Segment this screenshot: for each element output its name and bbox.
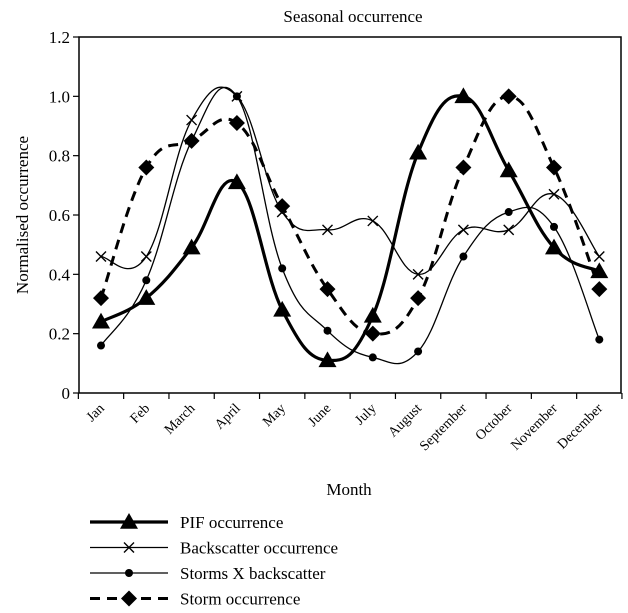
data-point [274, 198, 291, 215]
data-point [503, 224, 515, 236]
data-point [500, 88, 517, 105]
data-point [278, 264, 287, 273]
data-point [142, 276, 151, 285]
data-point [227, 173, 246, 190]
x-tick-label: March [162, 401, 198, 437]
legend-marker [123, 542, 135, 553]
series-line [99, 94, 601, 336]
legend-marker [120, 513, 138, 529]
series-layer [92, 86, 609, 368]
y-axis-label: Normalised occurrence [13, 136, 32, 294]
data-point [499, 161, 518, 178]
legend: PIF occurrence Backscatter occurrence Stor… [90, 513, 338, 609]
y-tick-label: 0.4 [49, 265, 71, 284]
data-point [454, 87, 473, 104]
x-axis-label: Month [326, 480, 372, 499]
data-point [412, 268, 424, 280]
y-tick-label: 1.2 [49, 28, 70, 47]
y-axis: 0 0.2 0.4 0.6 0.8 1.0 1.2 [49, 28, 79, 403]
data-point [548, 188, 560, 200]
legend-label: Storms X backscatter [180, 564, 326, 583]
legend-label: Storm occurrence [180, 590, 300, 609]
data-point [367, 215, 379, 227]
legend-marker [125, 569, 133, 577]
y-tick-label: 0.6 [49, 206, 70, 225]
data-point [504, 208, 513, 217]
data-point [95, 251, 107, 263]
data-point [550, 222, 558, 231]
x-tick-label: Jan [84, 401, 108, 425]
series-line [100, 94, 601, 363]
y-tick-label: 0.8 [49, 147, 70, 166]
legend-item: Storm occurrence [90, 590, 300, 609]
data-point [455, 159, 472, 176]
series-line [100, 86, 600, 275]
data-point [322, 224, 333, 236]
plot-frame [78, 36, 622, 394]
series-3 [93, 88, 608, 342]
data-point [93, 290, 109, 307]
data-point [368, 353, 377, 362]
x-tick-label: June [306, 401, 335, 430]
data-point [457, 224, 469, 236]
data-point [92, 312, 110, 329]
data-point [138, 159, 155, 176]
data-point [97, 341, 105, 350]
series-2 [97, 86, 604, 365]
data-point [182, 238, 201, 255]
y-tick-label: 0 [62, 384, 71, 403]
legend-label: Backscatter occurrence [180, 539, 338, 558]
x-axis: Jan Feb March April May June July AugustSeptemb… [77, 393, 623, 454]
legend-item: Backscatter occurrence [90, 539, 338, 558]
data-point [186, 114, 198, 126]
data-point [363, 306, 382, 323]
y-tick-label: 1.0 [49, 87, 70, 106]
data-point [409, 143, 428, 160]
legend-label: PIF occurrence [180, 513, 283, 532]
series-0 [92, 87, 609, 368]
data-point [319, 281, 336, 298]
data-point [140, 251, 152, 263]
data-point [137, 289, 156, 305]
data-point [459, 252, 468, 261]
x-tick-label: Feb [128, 401, 153, 426]
data-point [414, 347, 423, 356]
chart-title: Seasonal occurrence [283, 7, 422, 26]
data-point [593, 251, 605, 263]
data-point [410, 290, 427, 307]
data-point [364, 325, 381, 342]
data-point [228, 115, 245, 132]
data-point [546, 159, 562, 176]
data-point [318, 351, 337, 368]
x-tick-label: April [212, 401, 244, 433]
data-point [232, 92, 241, 101]
y-tick-label: 0.2 [49, 325, 70, 344]
data-point [183, 132, 200, 149]
x-tick-label: May [260, 401, 289, 430]
legend-marker [121, 590, 137, 607]
x-tick-label: September [417, 401, 470, 454]
data-point [323, 326, 332, 335]
x-tick-label: November [508, 401, 561, 454]
data-point [545, 238, 563, 255]
legend-item: Storms X backscatter [90, 564, 326, 583]
data-point [591, 281, 608, 298]
x-tick-label: December [555, 401, 607, 453]
x-tick-label: October [473, 401, 516, 444]
series-1 [95, 86, 605, 280]
data-point [595, 335, 604, 344]
x-tick-label: July [353, 401, 380, 428]
legend-item: PIF occurrence [90, 513, 283, 532]
x-tick-label: August [386, 401, 425, 440]
data-point [273, 300, 292, 317]
